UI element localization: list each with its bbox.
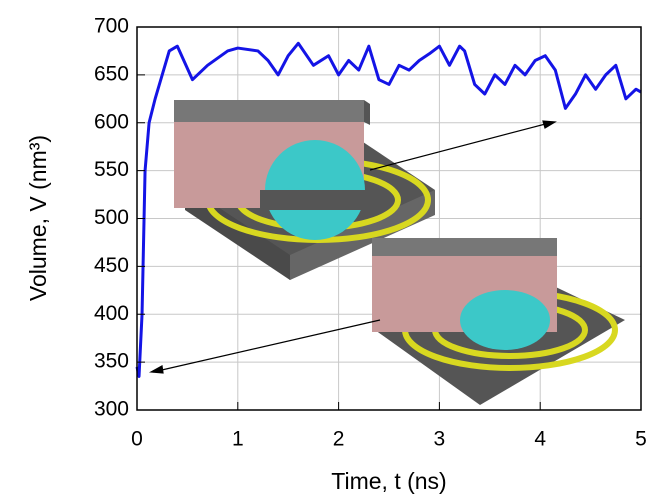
x-tick-label: 1 [232,428,244,451]
inset-bottom [372,238,625,405]
x-axis-label: Time, t (ns) [331,468,446,494]
x-tick-label: 5 [635,428,647,451]
x-tick-label: 3 [434,428,446,451]
x-tick-label: 0 [131,428,143,451]
y-tick-label: 500 [94,206,129,229]
x-tick-label: 2 [333,428,345,451]
lines [135,41,642,378]
y-axis-label: Volume, V (nm³) [25,135,51,301]
y-tick-label: 350 [94,350,129,373]
y-tick-label: 300 [94,398,129,421]
y-tick-label: 450 [94,254,129,277]
y-tick-label: 700 [94,15,129,38]
y-tick-label: 650 [94,62,129,85]
y-tick-label: 400 [94,302,129,325]
x-tick-label: 4 [534,428,546,451]
inset-top [174,100,435,280]
y-tick-label: 600 [94,110,129,133]
arrows [148,120,557,374]
y-tick-label: 550 [94,158,129,181]
data-line [135,41,642,378]
